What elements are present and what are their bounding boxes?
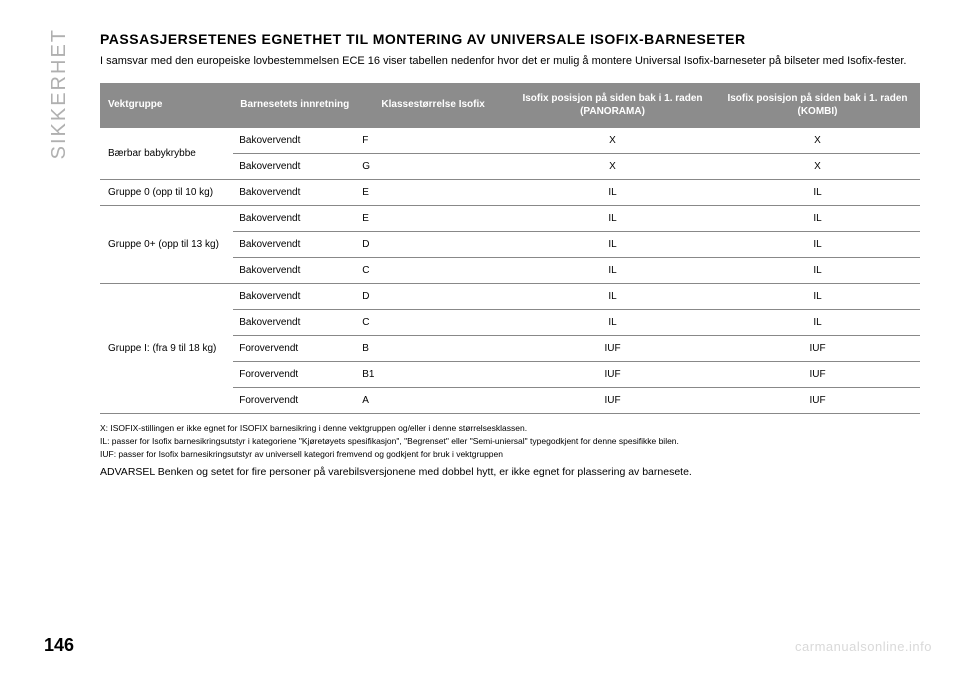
panorama-cell: X bbox=[510, 154, 715, 180]
panorama-cell: IL bbox=[510, 310, 715, 336]
orient-cell: Forovervendt bbox=[233, 336, 356, 362]
panorama-cell: X bbox=[510, 128, 715, 154]
panorama-cell: IUF bbox=[510, 362, 715, 388]
group-label-cell: Gruppe 0 (opp til 10 kg) bbox=[100, 180, 233, 206]
kombi-cell: IL bbox=[715, 232, 920, 258]
orient-cell: Bakovervendt bbox=[233, 258, 356, 284]
table-notes: X: ISOFIX-stillingen er ikke egnet for I… bbox=[100, 422, 920, 460]
panorama-cell: IL bbox=[510, 284, 715, 310]
sizeclass-cell: B1 bbox=[356, 362, 510, 388]
orient-cell: Bakovervendt bbox=[233, 206, 356, 232]
note-iuf: IUF: passer for Isofix barnesikringsutst… bbox=[100, 448, 920, 461]
panorama-cell: IL bbox=[510, 206, 715, 232]
sizeclass-cell: A bbox=[356, 388, 510, 414]
panorama-cell: IUF bbox=[510, 336, 715, 362]
col-header-sizeclass: Klassestørrelse Isofix bbox=[356, 83, 510, 128]
section-label: SIKKERHET bbox=[48, 28, 71, 159]
table-row: Bærbar babykrybbeBakovervendtFXX bbox=[100, 128, 920, 154]
kombi-cell: IUF bbox=[715, 362, 920, 388]
sizeclass-cell: D bbox=[356, 284, 510, 310]
page-content: PASSASJERSETENES EGNETHET TIL MONTERING … bbox=[100, 30, 920, 478]
orient-cell: Bakovervendt bbox=[233, 180, 356, 206]
kombi-cell: IL bbox=[715, 206, 920, 232]
sizeclass-cell: F bbox=[356, 128, 510, 154]
page-heading: PASSASJERSETENES EGNETHET TIL MONTERING … bbox=[100, 30, 920, 48]
sizeclass-cell: C bbox=[356, 310, 510, 336]
note-il: IL: passer for Isofix barnesikringsutsty… bbox=[100, 435, 920, 448]
col-header-panorama: Isofix posisjon på siden bak i 1. raden … bbox=[510, 83, 715, 128]
orient-cell: Forovervendt bbox=[233, 362, 356, 388]
sizeclass-cell: C bbox=[356, 258, 510, 284]
sizeclass-cell: D bbox=[356, 232, 510, 258]
col-header-orient: Barnesetets innretning bbox=[233, 83, 356, 128]
sizeclass-cell: E bbox=[356, 180, 510, 206]
kombi-cell: IL bbox=[715, 180, 920, 206]
kombi-cell: IUF bbox=[715, 388, 920, 414]
table-row: Gruppe 0+ (opp til 13 kg)BakovervendtEIL… bbox=[100, 206, 920, 232]
kombi-cell: IL bbox=[715, 284, 920, 310]
sizeclass-cell: B bbox=[356, 336, 510, 362]
orient-cell: Bakovervendt bbox=[233, 154, 356, 180]
sizeclass-cell: E bbox=[356, 206, 510, 232]
kombi-cell: X bbox=[715, 128, 920, 154]
kombi-cell: IL bbox=[715, 310, 920, 336]
sizeclass-cell: G bbox=[356, 154, 510, 180]
page-number: 146 bbox=[44, 635, 74, 656]
panorama-cell: IL bbox=[510, 232, 715, 258]
panorama-cell: IL bbox=[510, 258, 715, 284]
panorama-cell: IUF bbox=[510, 388, 715, 414]
group-label-cell: Gruppe 0+ (opp til 13 kg) bbox=[100, 206, 233, 284]
kombi-cell: IL bbox=[715, 258, 920, 284]
isofix-table: Vektgruppe Barnesetets innretning Klasse… bbox=[100, 83, 920, 414]
table-row: Gruppe I: (fra 9 til 18 kg)BakovervendtD… bbox=[100, 284, 920, 310]
orient-cell: Bakovervendt bbox=[233, 128, 356, 154]
table-row: Gruppe 0 (opp til 10 kg)BakovervendtEILI… bbox=[100, 180, 920, 206]
orient-cell: Bakovervendt bbox=[233, 284, 356, 310]
table-header-row: Vektgruppe Barnesetets innretning Klasse… bbox=[100, 83, 920, 128]
kombi-cell: IUF bbox=[715, 336, 920, 362]
orient-cell: Forovervendt bbox=[233, 388, 356, 414]
col-header-group: Vektgruppe bbox=[100, 83, 233, 128]
orient-cell: Bakovervendt bbox=[233, 310, 356, 336]
panorama-cell: IL bbox=[510, 180, 715, 206]
intro-paragraph: I samsvar med den europeiske lovbestemme… bbox=[100, 54, 920, 69]
note-x: X: ISOFIX-stillingen er ikke egnet for I… bbox=[100, 422, 920, 435]
group-label-cell: Gruppe I: (fra 9 til 18 kg) bbox=[100, 284, 233, 414]
group-label-cell: Bærbar babykrybbe bbox=[100, 128, 233, 180]
warning-text: ADVARSEL Benken og setet for fire person… bbox=[100, 466, 920, 478]
orient-cell: Bakovervendt bbox=[233, 232, 356, 258]
kombi-cell: X bbox=[715, 154, 920, 180]
col-header-kombi: Isofix posisjon på siden bak i 1. raden … bbox=[715, 83, 920, 128]
watermark: carmanualsonline.info bbox=[795, 639, 932, 654]
